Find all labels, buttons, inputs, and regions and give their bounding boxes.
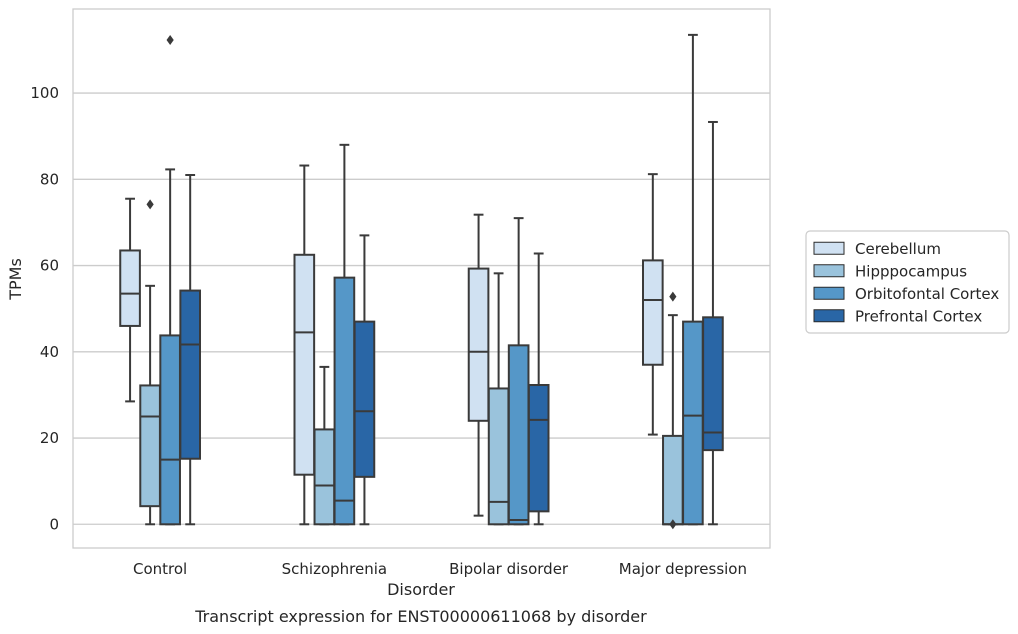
box-group <box>293 164 316 526</box>
box-group <box>179 174 202 526</box>
legend-swatch <box>813 241 845 255</box>
box-group <box>313 365 336 526</box>
box-group <box>467 213 490 517</box>
legend-swatch <box>813 286 845 300</box>
y-tick-label: 40 <box>40 343 59 361</box>
legend-label: Cerebellum <box>855 240 941 258</box>
box-group <box>527 252 550 526</box>
box-group <box>333 143 356 526</box>
box-body <box>353 320 376 478</box>
outlier-marker <box>166 35 174 46</box>
box-group <box>682 33 704 526</box>
x-tick-label: Major depression <box>619 560 747 578</box>
x-tick-label: Bipolar disorder <box>449 560 569 578</box>
box-group <box>159 35 181 526</box>
box-body <box>139 384 161 508</box>
outlier-marker <box>146 199 154 210</box>
legend-frame <box>805 230 1010 334</box>
outlier-marker <box>669 519 677 530</box>
y-tick-label: 60 <box>40 257 59 275</box>
legend-label: Prefrontal Cortex <box>855 307 982 325</box>
box-body <box>527 384 550 513</box>
chart-caption: Transcript expression for ENST0000061106… <box>194 607 647 626</box>
y-tick-labels: 0 20 40 60 80 100 <box>30 84 59 533</box>
box-body <box>179 289 202 460</box>
legend-label: Orbitofontal Cortex <box>855 285 999 303</box>
box-group <box>641 173 664 436</box>
box-body <box>487 387 510 526</box>
box-body <box>159 334 181 526</box>
box-body <box>507 344 530 526</box>
legend-label: Hipppocampus <box>855 262 967 280</box>
box-group <box>487 272 510 526</box>
box-body <box>467 267 490 422</box>
box-group <box>139 199 161 526</box>
plot-frame <box>72 8 771 549</box>
box-body <box>313 428 336 526</box>
box-body <box>333 276 356 526</box>
legend-swatch <box>813 264 845 278</box>
x-tick-labels: Control Schizophrenia Bipolar disorder Majo… <box>133 560 747 578</box>
x-tick-label: Schizophrenia <box>282 560 387 578</box>
box-body <box>702 316 724 452</box>
y-tick-label: 20 <box>40 429 59 447</box>
box-body <box>119 249 141 327</box>
y-tick-label: 0 <box>49 515 59 533</box>
legend-swatch <box>813 309 845 323</box>
box-body <box>293 253 316 476</box>
box-group <box>507 217 530 526</box>
legend: Cerebellum Hipppocampus Orbitofontal Corte… <box>805 230 1010 334</box>
box-group <box>702 120 724 526</box>
outlier-marker <box>669 291 677 302</box>
box-series <box>119 33 724 530</box>
box-body <box>682 320 704 526</box>
box-group <box>662 291 684 530</box>
y-axis-label: TPMs <box>6 258 25 301</box>
y-tick-label: 80 <box>40 170 59 188</box>
x-axis-label: Disorder <box>387 580 455 599</box>
box-body <box>662 434 684 526</box>
box-body <box>641 259 664 366</box>
x-tick-label: Control <box>133 560 187 578</box>
y-tick-label: 100 <box>30 84 59 102</box>
box-group <box>353 234 376 526</box>
box-group <box>119 197 141 403</box>
